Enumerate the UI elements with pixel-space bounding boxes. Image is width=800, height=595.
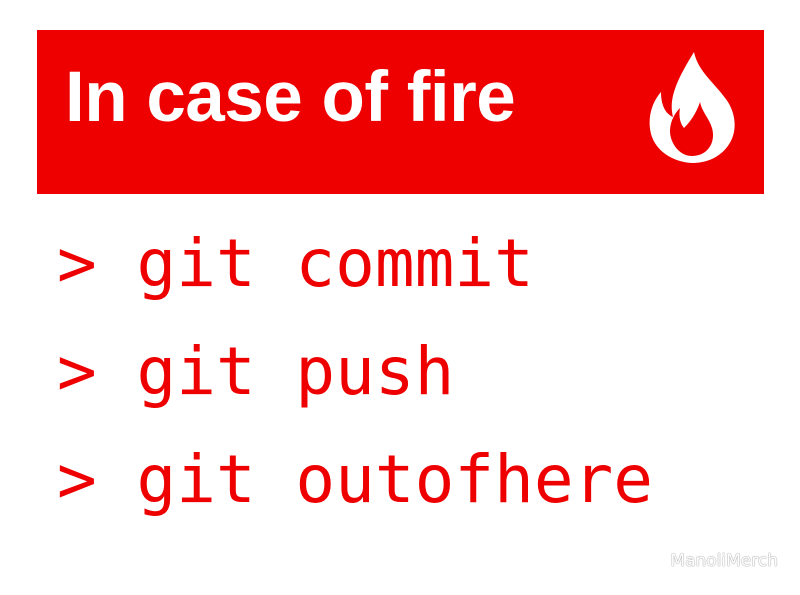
command-line-push: > git push (57, 333, 455, 410)
banner-title: In case of fire (65, 58, 516, 137)
flame-icon (649, 52, 735, 163)
command-line-commit: > git commit (57, 225, 534, 302)
command-line-outofhere: > git outofhere (57, 441, 654, 518)
watermark: ManoliMerch (670, 551, 778, 571)
command-list: > git commit > git push > git outofhere (57, 210, 653, 534)
warning-banner: In case of fire (37, 30, 764, 194)
